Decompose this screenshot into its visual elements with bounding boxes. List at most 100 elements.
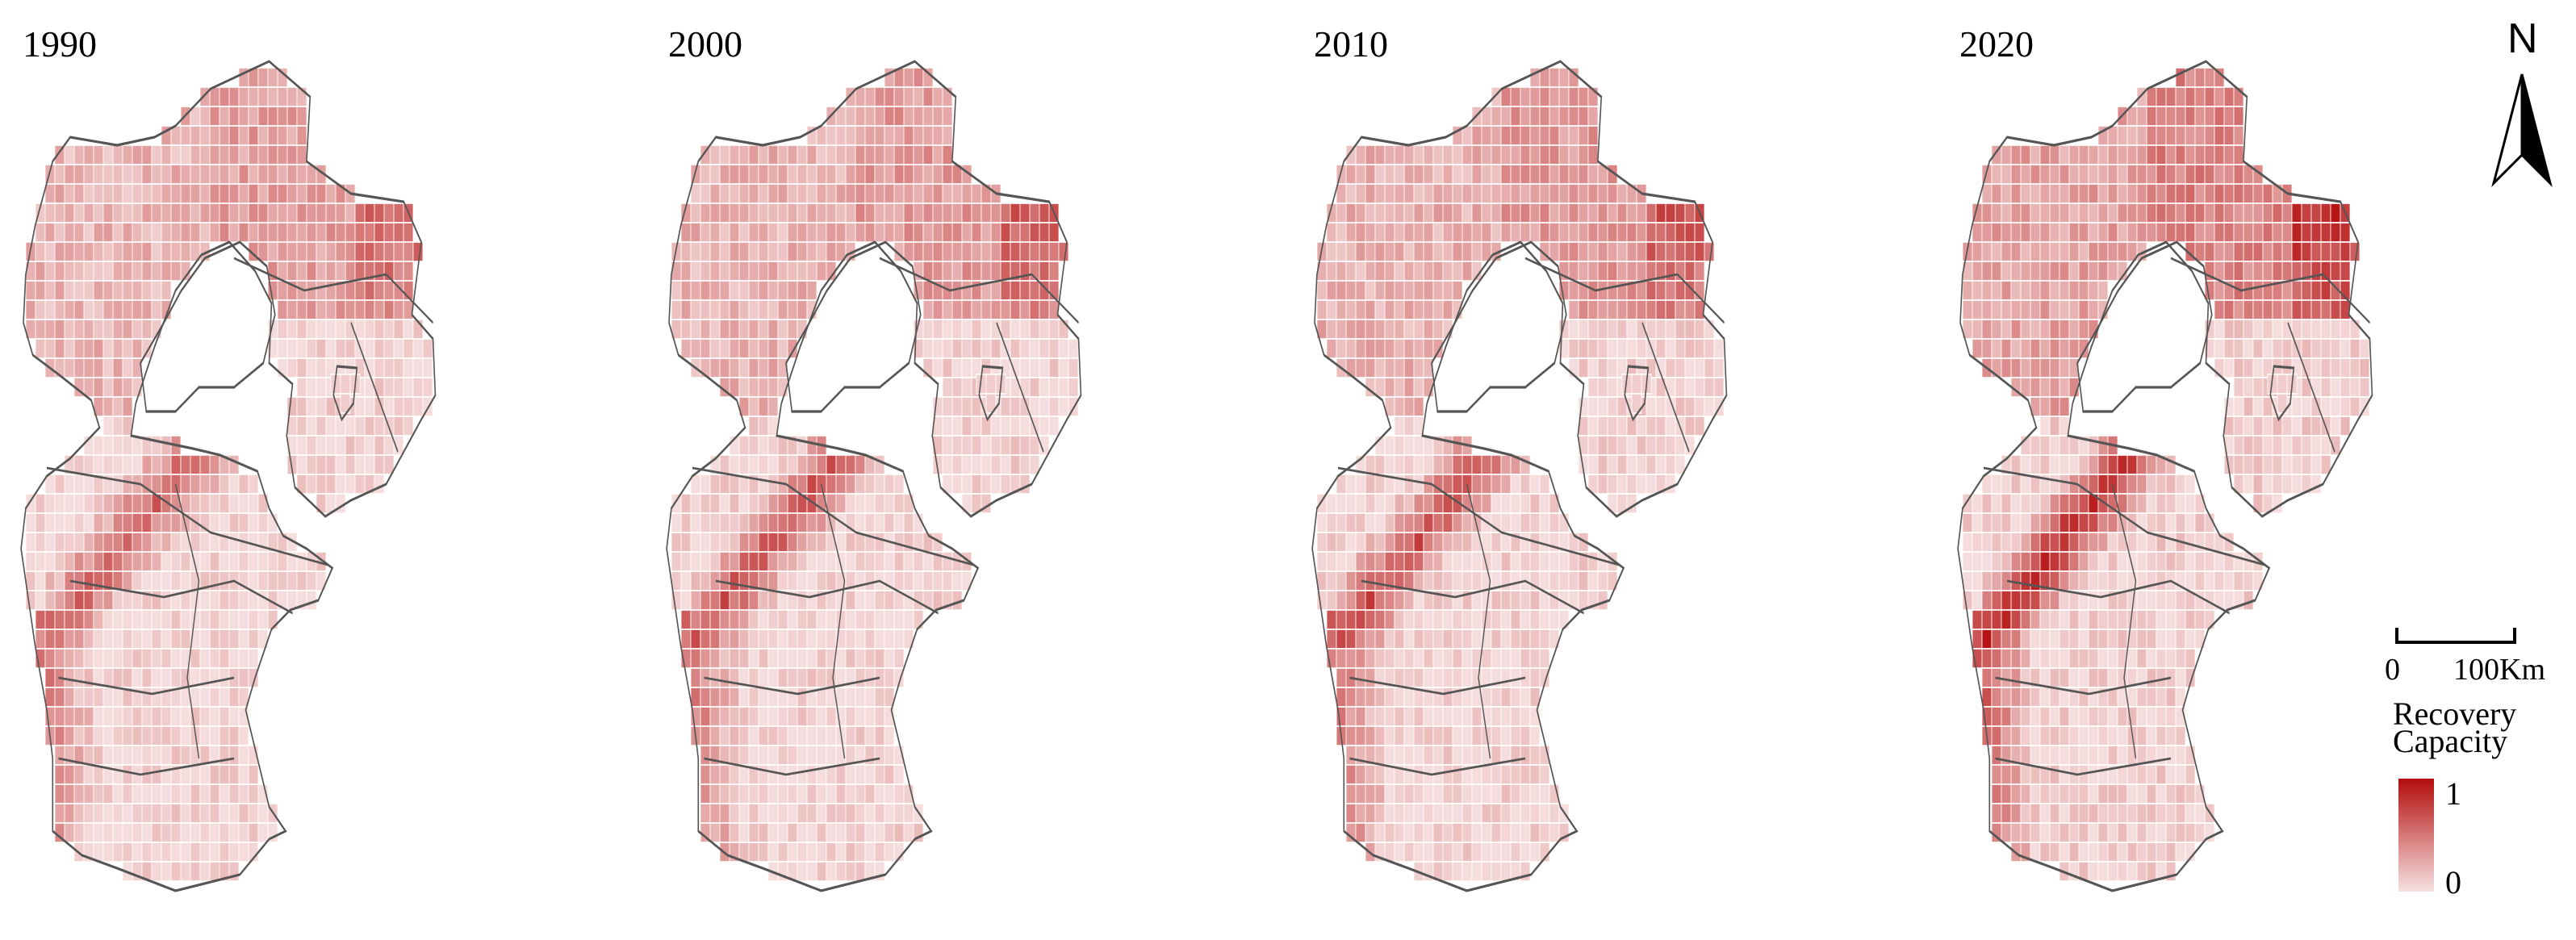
grid-cell	[884, 203, 895, 224]
grid-cell	[845, 764, 856, 785]
grid-cell	[1471, 783, 1482, 804]
grid-cell	[2156, 203, 2167, 224]
grid-cell	[1539, 203, 1550, 224]
grid-cell	[1039, 416, 1050, 437]
grid-cell	[1413, 609, 1424, 630]
grid-cell	[316, 319, 327, 340]
grid-cell	[1365, 222, 1376, 243]
grid-cell	[2010, 183, 2022, 204]
grid-cell	[64, 609, 75, 630]
grid-cell	[874, 842, 885, 863]
grid-cell	[2068, 319, 2080, 340]
grid-cell	[73, 590, 85, 611]
grid-cell	[1539, 493, 1550, 514]
grid-cell	[141, 280, 153, 301]
grid-cell	[170, 222, 182, 243]
grid-cell	[951, 183, 963, 204]
grid-cell	[306, 299, 317, 320]
grid-cell	[1394, 551, 1405, 572]
grid-cell	[1462, 783, 1473, 804]
grid-cell	[2126, 532, 2138, 553]
grid-cell	[1452, 183, 1463, 204]
grid-cell	[1510, 474, 1521, 495]
grid-cell	[1539, 222, 1550, 243]
grid-cell	[913, 609, 924, 630]
grid-cell	[2156, 590, 2167, 611]
grid-cell	[2068, 222, 2080, 243]
grid-cell	[277, 86, 288, 107]
grid-cell	[719, 764, 730, 785]
grid-cell	[787, 299, 798, 320]
grid-cell	[709, 706, 721, 727]
grid-cell	[1539, 532, 1550, 553]
grid-cell	[971, 203, 982, 224]
grid-cell	[54, 241, 65, 262]
grid-cell	[922, 241, 934, 262]
grid-cell	[141, 454, 153, 475]
grid-cell	[1616, 299, 1628, 320]
grid-cell	[961, 203, 972, 224]
grid-cell	[219, 512, 230, 533]
grid-cell	[2252, 338, 2264, 359]
grid-cell	[2146, 106, 2157, 127]
grid-cell	[1365, 551, 1376, 572]
grid-cell	[2097, 706, 2109, 727]
grid-cell	[1520, 454, 1531, 475]
grid-cell	[1972, 570, 1983, 591]
grid-cell	[2117, 609, 2128, 630]
grid-cell	[354, 396, 366, 417]
grid-cell	[971, 241, 982, 262]
grid-cell	[102, 319, 114, 340]
grid-cell	[951, 241, 963, 262]
grid-cell	[2068, 261, 2080, 282]
grid-cell	[1403, 725, 1415, 746]
grid-cell	[2146, 493, 2157, 514]
grid-cell	[170, 183, 182, 204]
grid-cell	[971, 435, 982, 456]
grid-cell	[1394, 512, 1405, 533]
grid-cell	[1442, 609, 1453, 630]
grid-cell	[2059, 725, 2070, 746]
grid-cell	[845, 493, 856, 514]
grid-cell	[2107, 241, 2118, 262]
district-boundary	[1349, 757, 1526, 776]
grid-cell	[340, 374, 351, 395]
grid-cell	[1520, 106, 1531, 127]
grid-cell	[748, 609, 759, 630]
grid-cell	[1355, 687, 1366, 708]
grid-cell	[1665, 435, 1676, 456]
grid-cell	[816, 861, 827, 882]
grid-cell	[1336, 280, 1347, 301]
grid-cell	[729, 319, 740, 340]
grid-cell	[748, 590, 759, 611]
grid-cell	[190, 222, 201, 243]
grid-cell	[83, 551, 94, 572]
grid-cell	[738, 338, 750, 359]
grid-cell	[2001, 629, 2012, 650]
grid-cell	[806, 745, 818, 766]
grid-cell	[2088, 687, 2099, 708]
grid-cell	[2262, 261, 2273, 282]
grid-cell	[1481, 783, 1492, 804]
grid-cell	[2165, 512, 2177, 533]
grid-cell	[874, 493, 885, 514]
grid-cell	[748, 687, 759, 708]
grid-cell	[1491, 203, 1502, 224]
grid-cell	[83, 377, 94, 398]
grid-cell	[161, 183, 172, 204]
grid-cell	[151, 144, 162, 165]
grid-cell	[2088, 706, 2099, 727]
grid-cell	[102, 629, 114, 650]
grid-cell	[238, 803, 249, 824]
grid-cell	[1510, 745, 1521, 766]
grid-cell	[2030, 319, 2041, 340]
legend-color-ramp	[2398, 779, 2434, 892]
grid-cell	[2204, 164, 2215, 185]
grid-cell	[985, 374, 997, 395]
grid-cell	[1665, 203, 1676, 224]
grid-cell	[1529, 667, 1541, 688]
grid-cell	[2030, 822, 2041, 843]
grid-cell	[306, 222, 317, 243]
grid-cell	[738, 570, 750, 591]
grid-cell	[2185, 86, 2196, 107]
